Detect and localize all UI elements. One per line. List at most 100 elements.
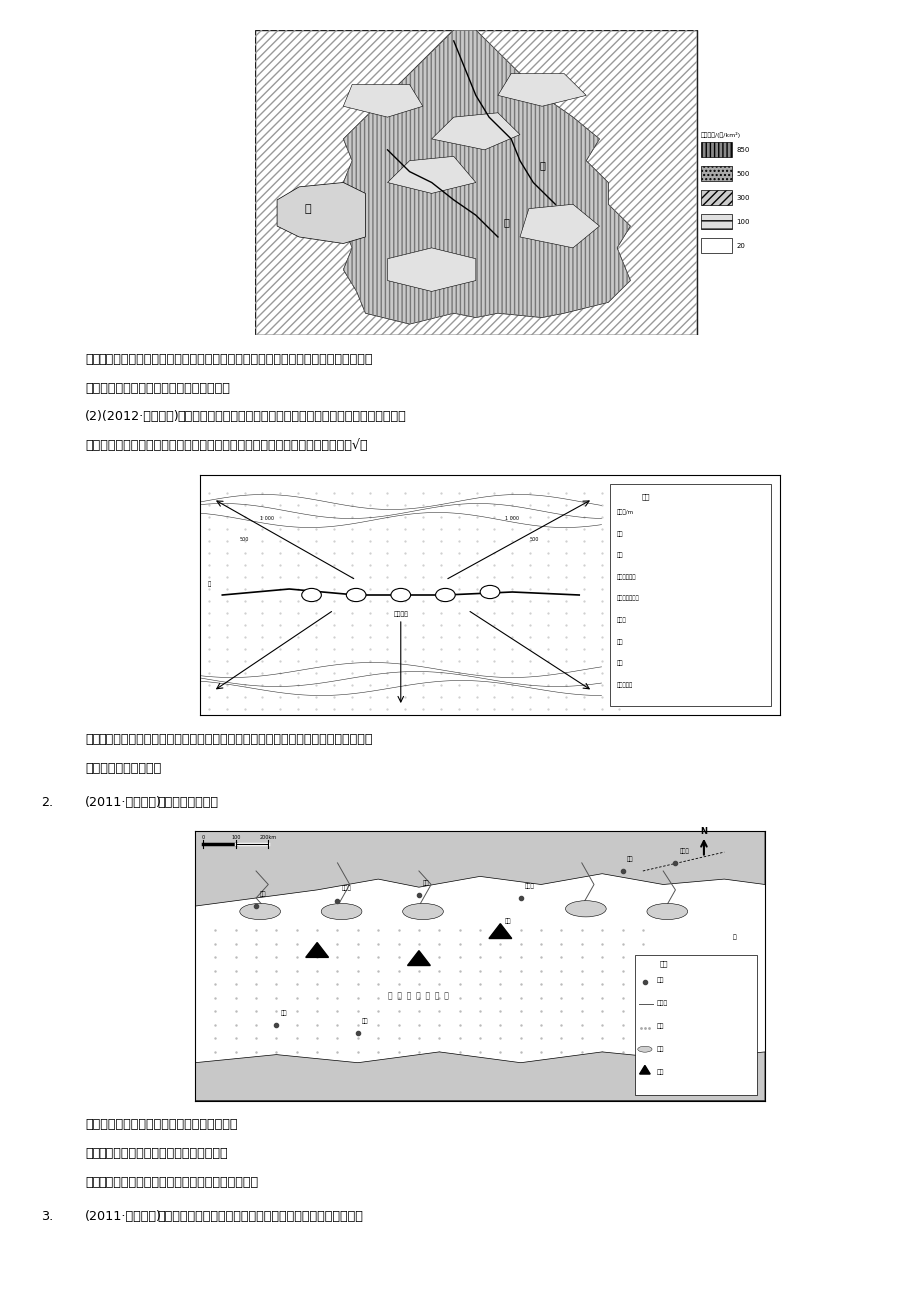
Text: 人口密度/(人/km²): 人口密度/(人/km²) xyxy=(700,132,741,138)
Text: 库车: 库车 xyxy=(423,880,429,887)
Text: 2.: 2. xyxy=(40,796,52,809)
Text: 轮台: 轮台 xyxy=(626,857,632,862)
Text: 乌鲁木齐: 乌鲁木齐 xyxy=(392,612,408,617)
Bar xyxy=(700,167,732,181)
Text: 100: 100 xyxy=(735,219,749,225)
Ellipse shape xyxy=(403,904,443,919)
Text: 处，有三个方向的水运，为水路交通枢纽。: 处，有三个方向的水运，为水路交通枢纽。 xyxy=(85,381,230,395)
Text: 有合适的水源条件，依托绳洲发展。: 有合适的水源条件，依托绳洲发展。 xyxy=(98,1147,228,1160)
Text: 解析: 解析 xyxy=(85,1176,100,1189)
Circle shape xyxy=(346,589,366,602)
Text: 沙漠: 沙漠 xyxy=(656,1023,664,1029)
Text: 答案: 答案 xyxy=(85,1147,100,1160)
Bar xyxy=(610,484,770,706)
Polygon shape xyxy=(387,247,475,292)
Ellipse shape xyxy=(646,904,686,919)
Bar xyxy=(700,214,732,229)
Polygon shape xyxy=(195,831,765,906)
Text: 500: 500 xyxy=(529,536,539,542)
Text: 图例: 图例 xyxy=(658,960,667,966)
Bar xyxy=(700,142,732,158)
Text: 解析: 解析 xyxy=(85,733,100,746)
Text: 民丰: 民丰 xyxy=(361,1018,368,1023)
Text: 县区级行政中心: 县区级行政中心 xyxy=(617,596,640,602)
Text: (2011·海南地理): (2011·海南地理) xyxy=(85,1210,162,1223)
Text: (2011·北京文综): (2011·北京文综) xyxy=(85,796,162,809)
Polygon shape xyxy=(343,30,630,324)
Polygon shape xyxy=(343,85,423,117)
Text: N: N xyxy=(699,827,707,836)
Polygon shape xyxy=(195,1052,765,1100)
Text: 公路、鐵路交通便利。: 公路、鐵路交通便利。 xyxy=(85,762,161,775)
Text: 油田: 油田 xyxy=(656,1069,664,1075)
Text: 河、湖: 河、湖 xyxy=(656,1001,667,1006)
Ellipse shape xyxy=(565,901,606,917)
Text: 图例: 图例 xyxy=(641,493,650,500)
Ellipse shape xyxy=(321,904,361,919)
Text: 已初步形成，其形成的有利条件是山麓地带水源较丰富、公路与鐵路的兴建。（√）: 已初步形成，其形成的有利条件是山麓地带水源较丰富、公路与鐵路的兴建。（√） xyxy=(85,439,368,452)
Text: 塔  克  拉  玛  干  沙  漠: 塔 克 拉 玛 干 沙 漠 xyxy=(388,991,448,1000)
Text: 公路: 公路 xyxy=(617,660,623,667)
Text: 库尔勒: 库尔勒 xyxy=(524,883,534,889)
Text: 塔中: 塔中 xyxy=(504,918,510,924)
Text: 1 000: 1 000 xyxy=(260,516,274,521)
Text: 从图示信息看出，乌鲁木齐以西城镇带地处山麓冲积扇，地势平坦，水源充足；: 从图示信息看出，乌鲁木齐以西城镇带地处山麓冲积扇，地势平坦，水源充足； xyxy=(98,733,372,746)
Circle shape xyxy=(480,586,499,599)
Ellipse shape xyxy=(240,904,280,919)
Polygon shape xyxy=(387,156,475,194)
Text: 解析: 解析 xyxy=(85,353,100,366)
Circle shape xyxy=(435,589,455,602)
Text: 简述该区域城镇形成与发展的自然条件。: 简述该区域城镇形成与发展的自然条件。 xyxy=(85,1118,237,1131)
Bar xyxy=(634,954,756,1095)
Text: 河: 河 xyxy=(732,934,735,940)
Text: 河流: 河流 xyxy=(617,531,623,536)
Text: 喀什: 喀什 xyxy=(260,892,267,897)
Text: 500: 500 xyxy=(240,536,249,542)
Text: 绿洲: 绿洲 xyxy=(656,1047,664,1052)
Polygon shape xyxy=(305,943,328,957)
Polygon shape xyxy=(519,204,599,247)
Bar xyxy=(700,190,732,206)
Ellipse shape xyxy=(637,1047,652,1052)
Text: 甲城市为成都，乙城市为重庆。与成都相比，重庆的区位优势在于位于两河交汇: 甲城市为成都，乙城市为重庆。与成都相比，重庆的区位优势在于位于两河交汇 xyxy=(98,353,372,366)
Text: 20: 20 xyxy=(735,242,744,249)
Text: 沙漠: 沙漠 xyxy=(617,553,623,559)
Text: 3.: 3. xyxy=(40,1210,52,1223)
Text: 城镇发展轴: 城镇发展轴 xyxy=(617,682,632,687)
Text: 500: 500 xyxy=(735,171,749,177)
Text: 200km: 200km xyxy=(259,835,277,840)
Text: 读图并结合所学知识，简述图示地区东南部城市密集的原因。: 读图并结合所学知识，简述图示地区东南部城市密集的原因。 xyxy=(158,1210,363,1223)
Text: 下图是以乌鲁木齐为中心的城镇带规划示意图。乌鲁木齐以西城镇带: 下图是以乌鲁木齐为中心的城镇带规划示意图。乌鲁木齐以西城镇带 xyxy=(177,410,406,423)
Text: 省级行政中心: 省级行政中心 xyxy=(617,574,636,579)
Text: 江: 江 xyxy=(539,160,544,171)
Text: 0: 0 xyxy=(201,835,205,840)
Bar xyxy=(255,30,696,335)
Text: (2)(2012·江苏地理): (2)(2012·江苏地理) xyxy=(85,410,179,423)
Text: 1 000: 1 000 xyxy=(505,516,518,521)
Text: 读图可以看出，该地城镇主要分布在绳洲上。: 读图可以看出，该地城镇主要分布在绳洲上。 xyxy=(98,1176,258,1189)
Text: 和田: 和田 xyxy=(280,1010,287,1016)
Polygon shape xyxy=(407,950,430,966)
Polygon shape xyxy=(431,113,519,150)
Polygon shape xyxy=(488,923,511,939)
Polygon shape xyxy=(639,1065,650,1074)
Text: 长: 长 xyxy=(504,216,509,227)
Bar xyxy=(700,238,732,254)
Polygon shape xyxy=(497,74,585,107)
Text: 850: 850 xyxy=(735,147,749,152)
Text: 阿克苏: 阿克苏 xyxy=(341,885,351,892)
Bar xyxy=(255,30,696,335)
Text: 甲: 甲 xyxy=(304,203,311,214)
Circle shape xyxy=(391,589,410,602)
Circle shape xyxy=(301,589,321,602)
Text: 100: 100 xyxy=(231,835,240,840)
Polygon shape xyxy=(277,182,365,243)
Text: 城镇: 城镇 xyxy=(656,978,664,983)
Text: 乡、镇: 乡、镇 xyxy=(617,617,626,624)
Text: 300: 300 xyxy=(735,195,749,201)
Text: 等高线/m: 等高线/m xyxy=(617,509,633,516)
Text: 库尔勒: 库尔勒 xyxy=(679,848,688,854)
Text: 石: 石 xyxy=(207,582,210,587)
Text: 读图，回答问题。: 读图，回答问题。 xyxy=(158,796,219,809)
Text: 铁路: 铁路 xyxy=(617,639,623,644)
